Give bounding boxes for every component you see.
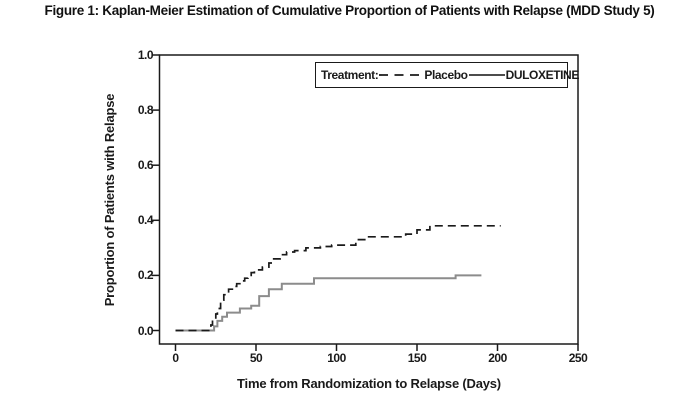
x-axis-title: Time from Randomization to Relapse (Days… <box>237 376 501 391</box>
x-tick-label: 50 <box>249 351 263 365</box>
y-tick-label: 0.6 <box>137 158 154 173</box>
y-tick-label: 0.4 <box>137 213 154 228</box>
series-placebo-line <box>175 224 501 332</box>
x-tick-label: 250 <box>568 351 588 365</box>
legend-title: Treatment: <box>321 68 379 82</box>
y-tick-label: 0.8 <box>137 103 154 118</box>
placebo-dashed-line-icon <box>379 74 424 76</box>
y-axis-title: Proportion of Patients with Relapse <box>102 93 117 307</box>
x-tick-label: 0 <box>172 351 179 365</box>
series-duloxetine-line <box>175 274 482 332</box>
x-tick-label: 150 <box>407 351 427 365</box>
y-tick-label: 0.0 <box>137 323 154 338</box>
figure-title: Figure 1: Kaplan-Meier Estimation of Cum… <box>44 3 655 18</box>
legend-label-placebo: Placebo <box>424 68 468 82</box>
x-tick-label: 200 <box>488 351 507 365</box>
legend-label-duloxetine: DULOXETINE <box>505 68 580 82</box>
plot-border <box>158 54 579 345</box>
y-tick-label: 0.2 <box>137 268 154 283</box>
legend: Treatment: Placebo DULOXETINE <box>315 62 579 88</box>
duloxetine-solid-line-icon <box>468 74 505 76</box>
x-tick-label: 100 <box>327 351 346 365</box>
y-tick-label: 1.0 <box>137 48 154 62</box>
